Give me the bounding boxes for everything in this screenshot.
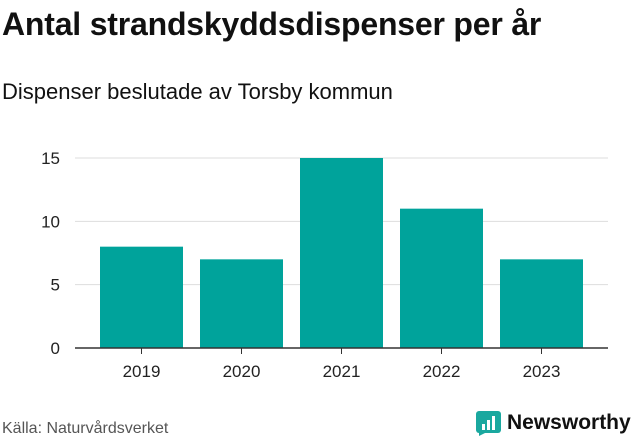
bar-2021 [300,158,383,348]
x-axis-labels: 2019 2020 2021 2022 2023 [123,348,561,381]
bar-2020 [200,259,283,348]
y-tick-label: 5 [51,276,60,295]
y-tick-label: 0 [51,339,60,358]
bar-2019 [100,246,183,348]
newsworthy-logo-icon [476,410,501,436]
brand-name: Newsworthy [507,411,631,434]
bar-chart: 0 5 10 15 2019 2020 2021 2022 2023 [41,149,608,381]
bar-2022 [400,208,483,348]
y-tick-label: 10 [41,212,60,231]
x-tick-label: 2022 [423,362,461,381]
x-tick-label: 2020 [223,362,261,381]
brand-logo: Newsworthy [476,408,631,438]
y-axis-labels: 0 5 10 15 [41,149,60,358]
x-tick-label: 2021 [323,362,361,381]
y-tick-label: 15 [41,149,60,168]
source-note: Källa: Naturvårdsverket [2,420,169,437]
chart-subtitle: Dispenser beslutade av Torsby kommun [2,79,393,104]
chart-title: Antal strandskyddsdispenser per år [2,6,542,42]
x-tick-label: 2023 [523,362,561,381]
bars [100,158,583,348]
x-tick-label: 2019 [123,362,161,381]
bar-2023 [500,259,583,348]
